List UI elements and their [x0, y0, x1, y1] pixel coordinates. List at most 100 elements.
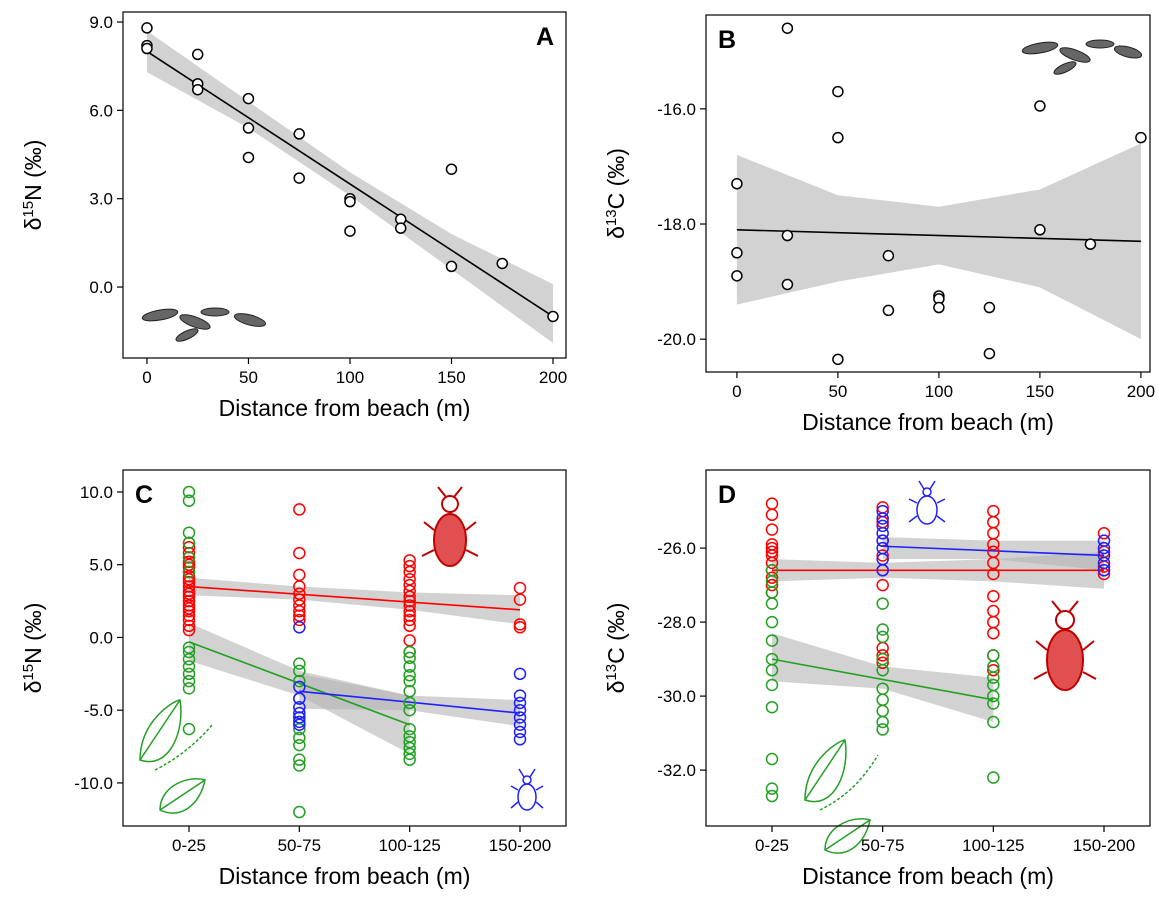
point	[765, 700, 779, 714]
point	[403, 669, 416, 682]
point	[513, 689, 527, 702]
point	[933, 301, 945, 314]
point	[876, 534, 889, 547]
point	[876, 504, 889, 518]
point	[403, 703, 416, 717]
y-tick-label: 0.0	[89, 278, 113, 297]
point	[987, 515, 1000, 529]
y-axis-label-part: δ	[603, 226, 629, 239]
point	[141, 22, 153, 34]
point	[293, 692, 306, 705]
point	[765, 634, 779, 647]
point	[403, 559, 416, 573]
x-axis-label: Distance from beach (m)	[219, 395, 471, 421]
point	[293, 599, 306, 612]
point	[403, 722, 416, 736]
point	[182, 722, 196, 736]
point	[496, 257, 509, 270]
point	[344, 225, 356, 237]
x-axis-label: Distance from beach (m)	[219, 863, 471, 889]
panel-label: B	[718, 26, 736, 54]
point	[182, 660, 196, 673]
point	[987, 589, 1000, 603]
point	[182, 580, 196, 593]
point	[987, 671, 1000, 684]
point	[876, 723, 889, 736]
confidence-band	[299, 673, 520, 727]
y-axis-label-part: N (‰)	[20, 603, 46, 664]
point	[513, 711, 527, 724]
point	[987, 567, 1000, 581]
point	[293, 731, 306, 745]
fit-line	[188, 585, 521, 611]
x-tick-label: 0	[142, 368, 151, 387]
point	[781, 278, 794, 291]
point	[765, 782, 779, 795]
point	[876, 623, 889, 636]
point	[1097, 564, 1111, 577]
point	[182, 485, 196, 499]
plot-frame	[122, 11, 567, 359]
panel-label: A	[536, 23, 554, 51]
point	[293, 546, 306, 560]
y-axis-label-part: C (‰)	[603, 603, 629, 664]
point	[182, 613, 196, 627]
point	[876, 715, 889, 729]
point	[182, 623, 196, 637]
x-tick-label: 150-200	[1073, 836, 1135, 855]
point	[403, 747, 416, 761]
point	[731, 247, 743, 259]
point	[513, 696, 527, 710]
point	[765, 497, 779, 510]
fit-line	[771, 658, 994, 701]
y-tick-label: 6.0	[89, 101, 113, 120]
point	[987, 649, 1000, 662]
point	[182, 682, 196, 695]
point	[182, 526, 196, 539]
x-tick-label: 50	[828, 382, 847, 401]
point	[293, 621, 306, 634]
point	[987, 604, 1000, 618]
point	[182, 594, 196, 608]
point	[403, 609, 416, 622]
point	[513, 667, 527, 681]
point	[513, 733, 527, 746]
x-tick-label: 100	[336, 368, 364, 387]
plot-frame	[705, 469, 1151, 827]
point	[1097, 556, 1111, 570]
point	[765, 523, 779, 536]
point	[182, 494, 196, 507]
x-tick-label: 200	[1127, 382, 1155, 401]
point	[983, 301, 996, 314]
y-axis-label-part: C (‰)	[603, 148, 629, 209]
x-tick-label: 100	[925, 382, 953, 401]
point	[1097, 541, 1111, 555]
point	[876, 663, 889, 677]
y-tick-label: -18.0	[657, 215, 696, 234]
y-axis-label-part: δ	[603, 681, 629, 694]
point	[403, 634, 416, 647]
point	[987, 689, 1000, 703]
point	[987, 663, 1000, 677]
weevil-icon	[510, 768, 544, 811]
y-axis-label-part: 13	[603, 664, 620, 681]
y-axis-label: δ13C (‰)	[603, 603, 630, 694]
point	[1084, 238, 1097, 250]
y-tick-label: 0.0	[89, 628, 113, 647]
point	[293, 613, 306, 627]
point	[765, 597, 779, 610]
point	[293, 674, 306, 688]
point	[293, 605, 306, 618]
point	[242, 151, 255, 164]
fit-line	[299, 690, 521, 714]
point	[876, 656, 889, 670]
point	[403, 619, 416, 633]
y-tick-label: 9.0	[89, 13, 113, 32]
point	[445, 163, 458, 175]
point	[876, 597, 889, 610]
point	[1097, 527, 1111, 540]
point	[765, 508, 779, 522]
point	[293, 657, 306, 670]
panel: -10.0 -5.0 0.0 5.0 10.0 0-25 50-75 100-125 150-2…	[20, 469, 567, 889]
x-tick-label: 0	[732, 382, 741, 401]
